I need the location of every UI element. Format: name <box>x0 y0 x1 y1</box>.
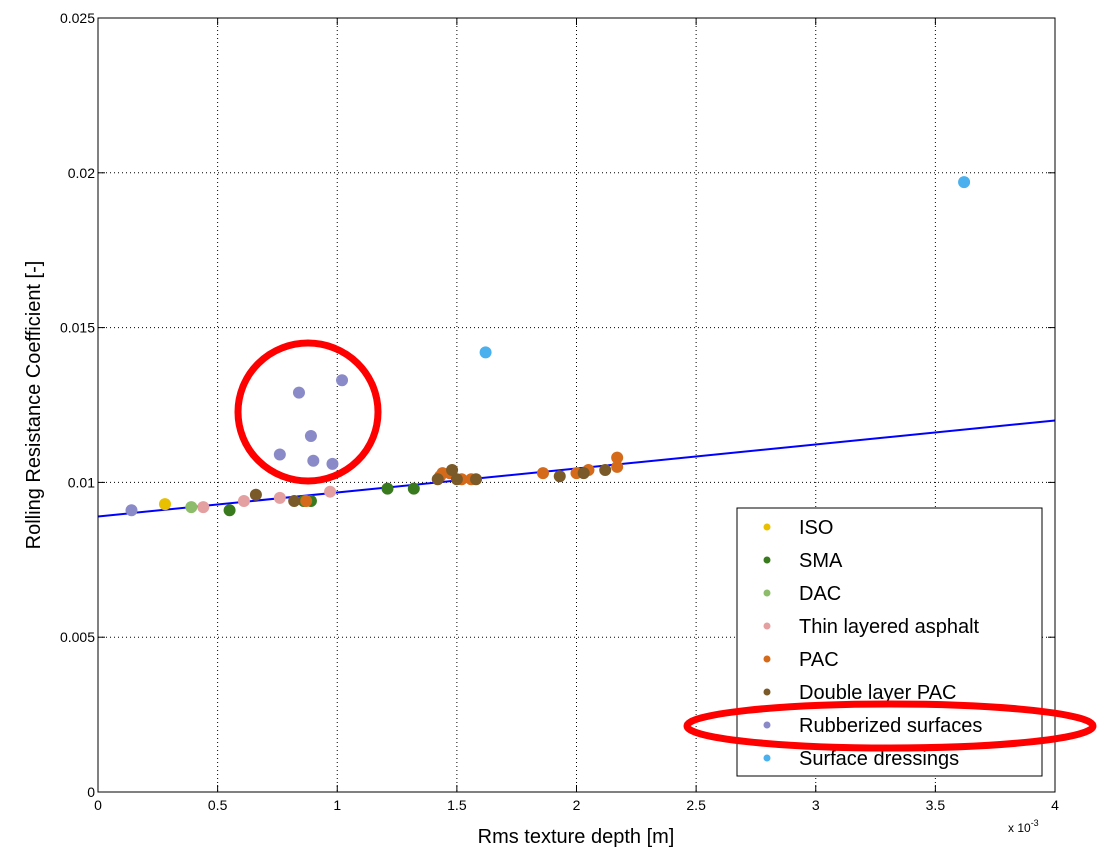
legend-item-thin-layered-asphalt: Thin layered asphalt <box>763 616 980 638</box>
point-dac <box>185 501 198 514</box>
y-axis-label: Rolling Resistance Coefficient [-] <box>23 261 45 550</box>
legend-item-surface-dressings: Surface dressings <box>763 748 959 770</box>
y-tick-label: 0 <box>87 784 95 800</box>
x-axis-label: Rms texture depth [m] <box>478 826 675 848</box>
legend-item-double-layer-pac: Double layer PAC <box>763 682 956 704</box>
point-double-layer-pac <box>249 488 262 501</box>
point-rubberized-surfaces <box>326 457 339 470</box>
point-rubberized-surfaces <box>292 386 305 399</box>
y-tick-label: 0.015 <box>60 320 95 336</box>
legend-label-dac: DAC <box>799 583 841 605</box>
y-tick-label: 0.02 <box>68 165 95 181</box>
x-axis-multiplier: x 10-3 <box>1008 818 1039 835</box>
legend-item-pac: PAC <box>763 649 839 671</box>
point-rubberized-surfaces <box>273 448 286 461</box>
point-pac <box>611 460 624 473</box>
point-sma <box>223 504 236 517</box>
x-tick-label: 2 <box>573 797 581 813</box>
legend-marker-pac <box>763 655 771 663</box>
x-tick-label: 0.5 <box>208 797 228 813</box>
x-tick-label: 1.5 <box>447 797 467 813</box>
point-rubberized-surfaces <box>125 504 138 517</box>
x-tick-label: 4 <box>1051 797 1059 813</box>
legend-box <box>736 507 1043 777</box>
legend-label-iso: ISO <box>799 517 833 539</box>
point-surface-dressings <box>479 346 492 359</box>
x-tick-label: 2.5 <box>686 797 706 813</box>
point-double-layer-pac <box>470 473 483 486</box>
legend-label-pac: PAC <box>799 649 839 671</box>
point-double-layer-pac <box>288 494 301 507</box>
point-thin-layered-asphalt <box>324 485 337 498</box>
x-tick-label: 3 <box>812 797 820 813</box>
legend-item-rubberized-surfaces: Rubberized surfaces <box>763 715 982 737</box>
x-tick-label: 3.5 <box>926 797 946 813</box>
y-tick-labels: 0 0.005 0.01 0.015 0.02 0.025 <box>60 10 95 800</box>
point-rubberized-surfaces <box>307 454 320 467</box>
legend-marker-rubberized-surfaces <box>763 721 771 729</box>
point-double-layer-pac <box>599 464 612 477</box>
point-double-layer-pac <box>553 470 566 483</box>
legend-item-sma: SMA <box>763 550 843 572</box>
axis-ticks <box>97 17 1056 793</box>
legend-label-sma: SMA <box>799 550 843 572</box>
highlight-annotations <box>234 339 1097 752</box>
legend-label-double-layer-pac: Double layer PAC <box>799 682 956 704</box>
data-points <box>125 176 971 517</box>
point-pac <box>300 494 313 507</box>
legend-item-iso: ISO <box>763 517 833 539</box>
point-surface-dressings <box>958 176 971 189</box>
point-sma <box>381 482 394 495</box>
legend-label-rubberized-surfaces: Rubberized surfaces <box>799 715 982 737</box>
legend: ISO SMA DAC Thin layered asphalt PAC Double l… <box>736 507 1043 777</box>
legend-marker-dac <box>763 589 771 597</box>
point-double-layer-pac <box>431 473 444 486</box>
highlight-circle-rubberized-points <box>234 339 382 485</box>
point-rubberized-surfaces <box>336 374 349 387</box>
highlight-ellipse-rubberized-legend <box>683 700 1097 752</box>
point-rubberized-surfaces <box>304 429 317 442</box>
legend-marker-iso <box>763 523 771 531</box>
point-double-layer-pac <box>577 467 590 480</box>
legend-marker-thin-layered-asphalt <box>763 622 771 630</box>
y-tick-label: 0.025 <box>60 10 95 26</box>
y-tick-label: 0.01 <box>68 474 95 490</box>
point-iso <box>158 498 171 511</box>
legend-label-thin-layered-asphalt: Thin layered asphalt <box>799 616 980 638</box>
point-thin-layered-asphalt <box>197 501 210 514</box>
y-tick-label: 0.005 <box>60 629 95 645</box>
point-thin-layered-asphalt <box>273 491 286 504</box>
point-sma <box>407 482 420 495</box>
legend-label-surface-dressings: Surface dressings <box>799 748 959 770</box>
legend-marker-sma <box>763 556 771 564</box>
x-multiplier-exponent: -3 <box>1031 818 1039 828</box>
x-multiplier-base: x 10 <box>1008 821 1031 835</box>
legend-item-dac: DAC <box>763 583 841 605</box>
point-double-layer-pac <box>450 473 463 486</box>
x-tick-label: 1 <box>333 797 341 813</box>
x-tick-labels: 0 0.5 1 1.5 2 2.5 3 3.5 4 <box>94 797 1059 813</box>
point-pac <box>537 467 550 480</box>
legend-marker-double-layer-pac <box>763 688 771 696</box>
legend-marker-surface-dressings <box>763 754 771 762</box>
point-pac <box>611 451 624 464</box>
point-thin-layered-asphalt <box>237 494 250 507</box>
x-tick-label: 0 <box>94 797 102 813</box>
grid-lines <box>98 18 1055 792</box>
point-double-layer-pac <box>446 464 459 477</box>
